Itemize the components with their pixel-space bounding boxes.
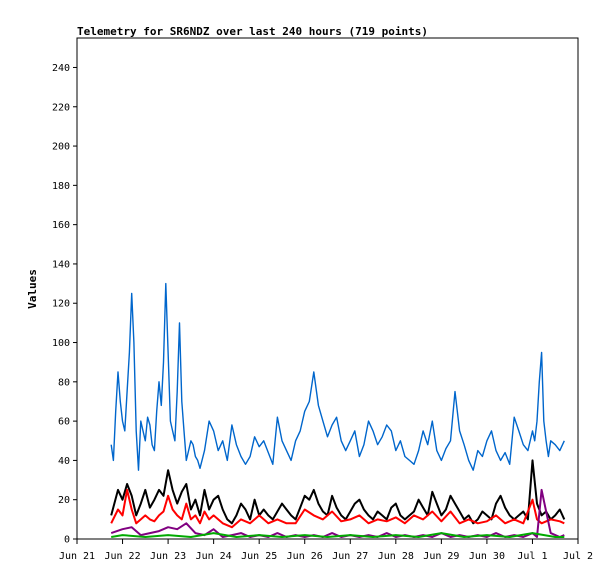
- series-line-4: [111, 532, 565, 538]
- x-tick-label: Jun 24: [196, 551, 232, 562]
- y-tick-label: 240: [52, 63, 70, 74]
- x-tick-label: Jun 21: [59, 551, 95, 562]
- plot-frame: [76, 37, 579, 540]
- y-tick-label: 160: [52, 220, 70, 231]
- y-tick-label: 0: [64, 535, 70, 546]
- series-layer: [110, 282, 566, 538]
- series-line-2: [110, 488, 565, 529]
- y-tick-label: 140: [52, 259, 70, 270]
- x-tick-label: Jun 28: [378, 551, 414, 562]
- x-axis: Jun 21 Jun 22 Jun 23 Jun 24 Jun 25 Jun 26 Jun …: [59, 539, 593, 562]
- y-tick-label: 120: [52, 299, 70, 310]
- x-tick-label: Jun 26: [287, 551, 323, 562]
- y-axis-label: Values: [26, 269, 39, 309]
- x-tick-label: Jun 27: [332, 551, 368, 562]
- x-tick-label: Jun 23: [150, 551, 186, 562]
- x-tick-label: Jul 2: [563, 551, 593, 562]
- chart-title: Telemetry for SR6NDZ over last 240 hours…: [77, 25, 428, 38]
- y-tick-label: 20: [58, 495, 70, 506]
- x-tick-label: Jun 25: [241, 551, 277, 562]
- series-line-1: [110, 459, 566, 525]
- y-tick-label: 180: [52, 181, 70, 192]
- y-tick-label: 220: [52, 102, 70, 113]
- y-tick-label: 80: [58, 377, 70, 388]
- y-axis: 0 20 40 60 80 100 120 140 160 180 200 220 240: [52, 63, 77, 546]
- x-tick-label: Jun 22: [104, 551, 140, 562]
- x-tick-label: Jun 30: [469, 551, 505, 562]
- y-tick-label: 40: [58, 456, 70, 467]
- x-tick-label: Jul 1: [517, 551, 547, 562]
- y-tick-label: 200: [52, 142, 70, 153]
- x-tick-label: Jun 29: [423, 551, 459, 562]
- series-line-0: [110, 282, 565, 471]
- y-tick-label: 100: [52, 338, 70, 349]
- y-tick-label: 60: [58, 417, 70, 428]
